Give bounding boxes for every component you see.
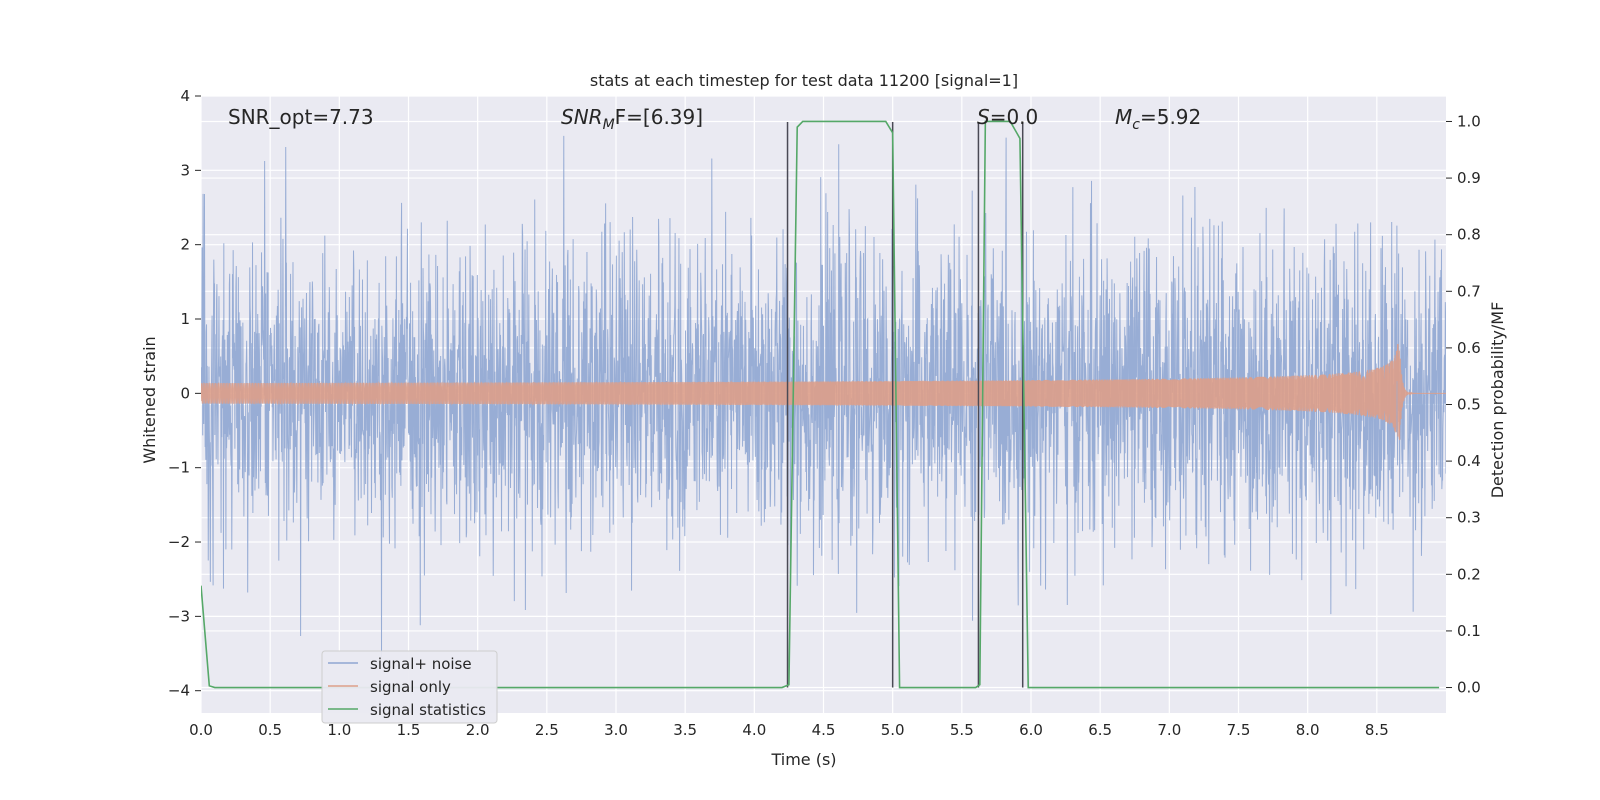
- y-axis-label: Whitened strain: [140, 336, 159, 463]
- legend-box: [321, 650, 498, 724]
- x-tick-label: 2.0: [466, 721, 490, 739]
- right-y-tick-label: 0.9: [1457, 169, 1481, 187]
- x-tick-label: 6.0: [1019, 721, 1043, 739]
- x-tick-label: 5.0: [881, 721, 905, 739]
- right-y-tick-label: 0.0: [1457, 679, 1481, 697]
- right-y-tick-label: 0.5: [1457, 396, 1481, 414]
- chart-title: stats at each timestep for test data 112…: [590, 71, 1018, 90]
- annotation-snr-opt: SNR_opt=7.73: [228, 105, 374, 129]
- y-tick-label: −4: [168, 682, 190, 700]
- x-tick-label: 3.0: [604, 721, 628, 739]
- x-tick-label: 7.5: [1227, 721, 1251, 739]
- y-tick-label: 4: [180, 87, 190, 105]
- x-tick-label: 4.0: [742, 721, 766, 739]
- annotation-chirp-mass: Mc=5.92: [1115, 105, 1201, 133]
- y-tick-label: −3: [168, 607, 190, 625]
- y-tick-label: 2: [180, 236, 190, 254]
- annotations: SNR_opt=7.73 SNRMF=[6.39] S=0.0 Mc=5.92: [228, 105, 1201, 133]
- x-tick-label: 4.5: [812, 721, 836, 739]
- legend-label-signal-plus-noise: signal+ noise: [370, 655, 472, 673]
- right-y-tick-label: 0.2: [1457, 565, 1481, 583]
- legend: signal+ noise signal only signal statist…: [321, 650, 498, 724]
- series-signal-only: [201, 343, 1446, 441]
- right-y-tick-label: 1.0: [1457, 112, 1481, 130]
- x-tick-label: 1.0: [327, 721, 351, 739]
- x-tick-label: 8.0: [1296, 721, 1320, 739]
- series-signal-statistics: [201, 120, 1440, 689]
- y-tick-label: 3: [180, 161, 190, 179]
- right-y-tick-label: 0.7: [1457, 282, 1481, 300]
- x-tick-label: 0.5: [258, 721, 282, 739]
- right-y-tick-label: 0.4: [1457, 452, 1481, 470]
- x-tick-label: 6.5: [1088, 721, 1112, 739]
- series-signal-plus-noise: [201, 135, 1446, 658]
- detection-markers: [786, 122, 1024, 688]
- x-tick-label: 0.0: [189, 721, 213, 739]
- annotation-s-value: S=0.0: [977, 105, 1038, 129]
- x-tick-label: 7.0: [1157, 721, 1181, 739]
- y-tick-label: 1: [180, 310, 190, 328]
- annotation-snr-mf: SNRMF=[6.39]: [561, 105, 703, 133]
- legend-label-signal-statistics: signal statistics: [370, 701, 486, 719]
- right-y-tick-label: 0.6: [1457, 339, 1481, 357]
- right-y-tick-label: 0.1: [1457, 622, 1481, 640]
- y-tick-label: 0: [180, 384, 190, 402]
- right-y-tick-label: 0.8: [1457, 226, 1481, 244]
- y-tick-labels: 4 3 2 1 0 −1 −2 −3 −4: [168, 87, 201, 700]
- legend-label-signal-only: signal only: [370, 678, 451, 696]
- x-axis-label: Time (s): [770, 750, 836, 769]
- x-tick-label: 8.5: [1365, 721, 1389, 739]
- right-y-tick-labels: 1.0 0.9 0.8 0.7 0.6 0.5 0.4 0.3 0.2 0.1 0.0: [1446, 112, 1481, 697]
- x-tick-label: 2.5: [535, 721, 559, 739]
- x-tick-label: 3.5: [673, 721, 697, 739]
- x-tick-label: 5.5: [950, 721, 974, 739]
- right-y-tick-label: 0.3: [1457, 509, 1481, 527]
- x-tick-label: 1.5: [397, 721, 421, 739]
- x-tick-labels: 0.0 0.5 1.0 1.5 2.0 2.5 3.0 3.5 4.0 4.5 5.0 5.5 6.0 6…: [189, 721, 1389, 739]
- y-tick-label: −1: [168, 459, 190, 477]
- y-tick-label: −2: [168, 533, 190, 551]
- right-y-axis-label: Detection probability/MF: [1488, 302, 1507, 499]
